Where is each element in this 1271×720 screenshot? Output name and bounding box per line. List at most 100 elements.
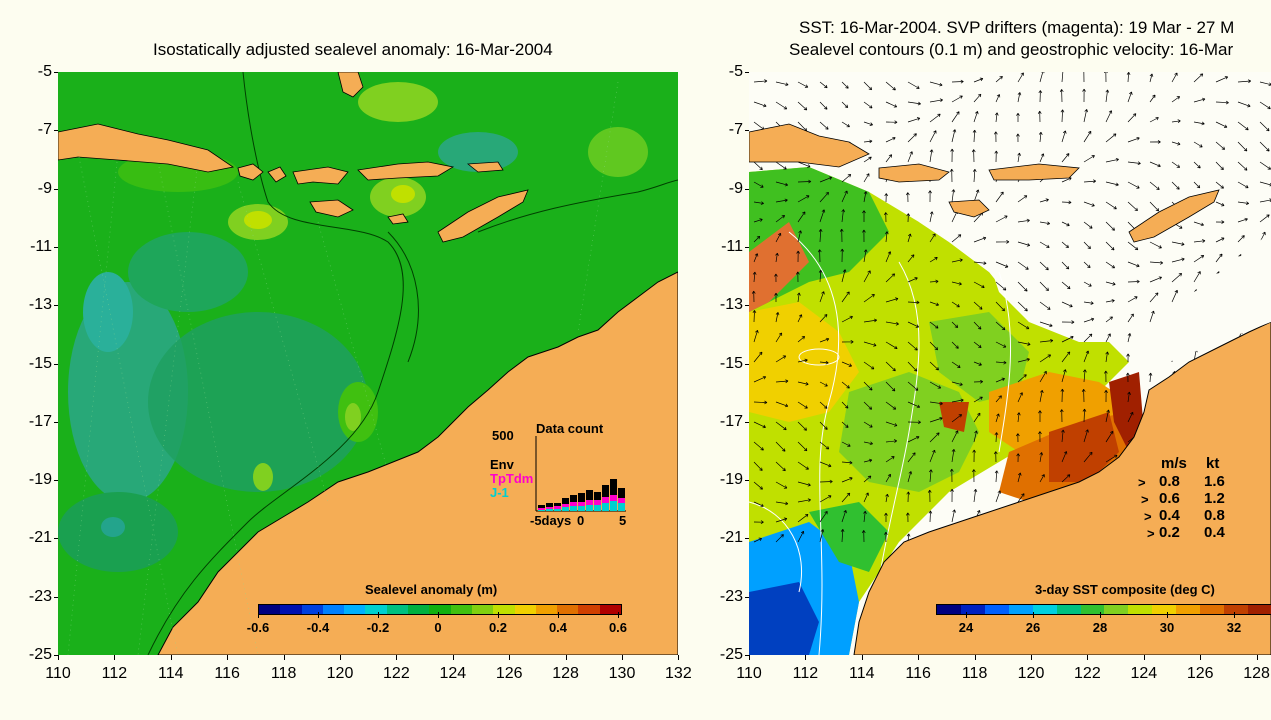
- velocity-arrow: [797, 230, 802, 243]
- velocity-arrow: [1193, 239, 1206, 243]
- velocity-arrow: [951, 381, 963, 387]
- velocity-arrow: [949, 168, 954, 183]
- velocity-arrow: [1171, 273, 1183, 283]
- data-count-bar-segment: [554, 506, 561, 509]
- velocity-arrow: [797, 211, 806, 223]
- velocity-arrow: [1059, 89, 1064, 103]
- velocity-arrow: [951, 129, 957, 143]
- velocity-arrow: [884, 193, 889, 203]
- velocity-arrow: [885, 251, 892, 263]
- velocity-arrow: [753, 218, 763, 223]
- velocity-arrow: [973, 111, 979, 123]
- velocity-arrow: [1105, 316, 1113, 323]
- velocity-arrow: [885, 361, 896, 372]
- velocity-arrow: [1061, 153, 1070, 163]
- velocity-arrow: [797, 401, 808, 409]
- velocity-arrow: [1149, 292, 1159, 303]
- velocity-arrow: [995, 301, 1005, 312]
- velocity-arrow: [1259, 141, 1270, 152]
- sulawesi-fragment: [337, 72, 364, 98]
- colorbar-swatch: [429, 605, 451, 614]
- velocity-arrow: [863, 458, 873, 463]
- colorbar-swatch: [493, 605, 515, 614]
- velocity-arrow: [929, 449, 936, 463]
- data-count-bar-segment: [562, 507, 569, 511]
- velocity-arrow: [885, 273, 896, 283]
- sumbawa-island: [292, 166, 349, 185]
- velocity-arrow: [1103, 72, 1108, 83]
- left-y-tick-label: -15: [28, 354, 52, 372]
- velocity-arrow: [819, 401, 828, 409]
- left-y-tick-mark: [54, 130, 58, 132]
- velocity-arrow: [1037, 110, 1042, 123]
- left-y-tick-label: -17: [28, 412, 52, 430]
- velocity-arrow: [994, 150, 999, 163]
- right-x-tick-mark: [1031, 655, 1032, 660]
- sst-map[interactable]: m/s kt >0.8 1.6 >0.6 1.2 >0.4 0.8 >0.2 0.4 3-da…: [749, 72, 1271, 655]
- velocity-arrow: [1127, 411, 1134, 423]
- colorbar-swatch: [1056, 605, 1081, 614]
- velocity-arrow: [819, 337, 830, 343]
- velocity-arrow: [819, 441, 830, 450]
- right-x-tick-label: 120: [1017, 665, 1045, 682]
- velocity-arrow: [1127, 391, 1131, 403]
- velocity-arrow: [841, 339, 854, 344]
- velocity-arrow: [929, 469, 933, 483]
- left-y-tick-label: -11: [30, 237, 52, 255]
- velocity-arrow: [753, 235, 761, 243]
- sealevel-anomaly-map[interactable]: Data count 500 Env TpTdm J-1 -5days 0 5 …: [58, 72, 678, 655]
- velocity-arrow: [1259, 214, 1270, 223]
- velocity-arrow: [775, 401, 789, 408]
- velocity-arrow: [1059, 409, 1064, 423]
- velocity-arrow: [775, 232, 782, 243]
- velocity-arrow: [753, 501, 764, 508]
- data-count-chart: [535, 436, 626, 512]
- velocity-arrow: [863, 475, 872, 483]
- velocity-arrow: [753, 181, 764, 188]
- velocity-arrow: [907, 151, 913, 163]
- velocity-arrow: [1083, 201, 1095, 207]
- velocity-arrow: [797, 358, 808, 363]
- velocity-arrow: [973, 321, 982, 330]
- colorbar-tick-label: 28: [1092, 620, 1108, 635]
- colorbar-swatch: [386, 605, 409, 614]
- right-x-tick-label: 118: [961, 665, 988, 682]
- left-x-tick-label: 116: [214, 665, 240, 682]
- speed-legend-kt: 1.2: [1204, 490, 1225, 507]
- velocity-arrow: [1083, 221, 1093, 229]
- velocity-arrow: [1039, 301, 1051, 310]
- right-y-tick-label: -9: [728, 179, 743, 197]
- left-y-tick-mark: [54, 246, 58, 248]
- java-island: [58, 123, 235, 173]
- velocity-arrow: [973, 77, 984, 83]
- velocity-arrow: [1083, 429, 1089, 443]
- velocity-arrow: [797, 530, 805, 543]
- velocity-arrow: [885, 456, 895, 463]
- velocity-arrow: [752, 310, 757, 323]
- velocity-arrow: [907, 101, 921, 106]
- velocity-arrow: [1171, 96, 1181, 103]
- anomaly-patch: [391, 185, 415, 203]
- velocity-arrow: [929, 416, 943, 423]
- velocity-arrow: [1237, 181, 1249, 189]
- flores-island: [357, 161, 455, 181]
- velocity-arrow: [1149, 161, 1161, 168]
- velocity-arrow: [1039, 338, 1054, 343]
- speed-legend-ms: 0.6: [1159, 490, 1180, 507]
- velocity-arrow: [907, 254, 915, 263]
- velocity-arrow: [819, 291, 825, 303]
- right-x-tick-mark: [974, 655, 976, 660]
- velocity-arrow: [863, 249, 868, 263]
- inset-legend-env: Env: [490, 457, 514, 472]
- data-count-bar-segment: [554, 503, 561, 506]
- velocity-arrow: [775, 81, 789, 87]
- speed-legend-arrow: >: [1144, 509, 1152, 524]
- left-x-tick-label: 112: [101, 665, 128, 682]
- velocity-arrow: [796, 250, 801, 263]
- velocity-arrow: [797, 101, 808, 111]
- colorbar-tick-label: 26: [1025, 620, 1041, 635]
- speed-legend-header-kt: kt: [1206, 455, 1220, 472]
- colorbar-swatch: [471, 605, 494, 614]
- colorbar-swatch: [322, 605, 345, 614]
- velocity-arrow: [797, 314, 803, 323]
